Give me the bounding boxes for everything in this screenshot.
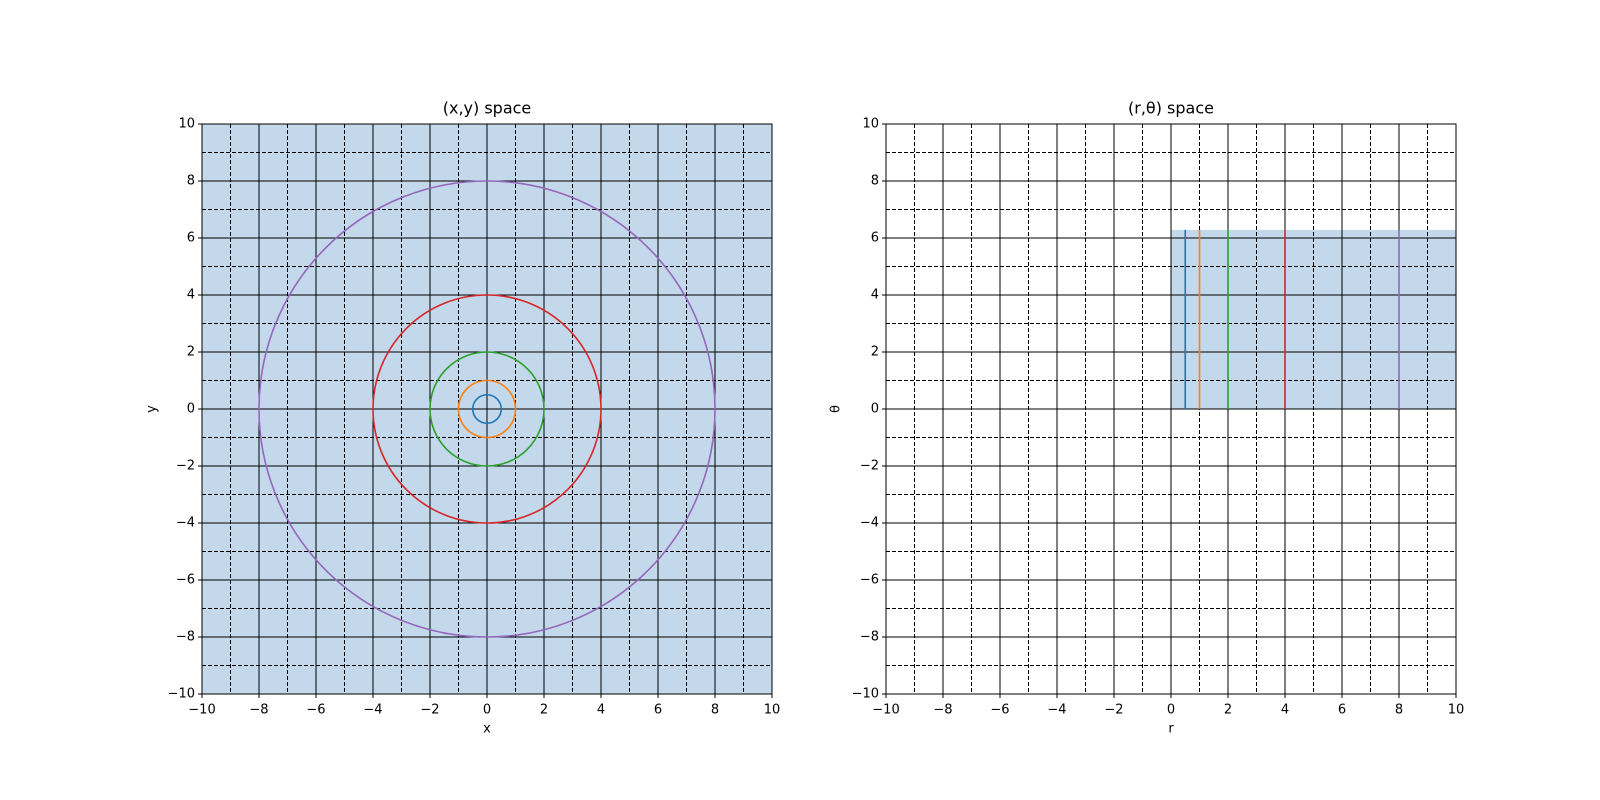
y-tick-label: −6 — [860, 573, 879, 588]
y-tick-label: −6 — [176, 573, 195, 588]
y-tick-label: −8 — [860, 630, 879, 645]
y-tick-label: 8 — [187, 174, 195, 189]
x-tick-label: −10 — [188, 703, 215, 718]
x-tick-label: 6 — [1338, 703, 1346, 718]
y-tick-label: 4 — [871, 288, 879, 303]
y-tick-label: −2 — [176, 459, 195, 474]
circle — [471, 393, 503, 425]
y-tick-label: −10 — [168, 687, 195, 702]
y-tick-label: 10 — [178, 117, 195, 132]
x-tick-label: 0 — [1167, 703, 1175, 718]
x-tick-label: 8 — [1395, 703, 1403, 718]
y-tick-label: −4 — [860, 516, 879, 531]
x-tick-label: −8 — [933, 703, 952, 718]
x-tick-label: 4 — [1281, 703, 1289, 718]
x-tick-label: −8 — [249, 703, 268, 718]
axes-frame — [885, 123, 1457, 695]
x-tick-label: −6 — [306, 703, 325, 718]
y-tick-label: −10 — [852, 687, 879, 702]
y-tick-label: 4 — [187, 288, 195, 303]
chart-title: (r,θ) space — [1128, 99, 1214, 118]
x-tick-label: −2 — [420, 703, 439, 718]
circle — [258, 180, 716, 638]
y-tick-label: 0 — [871, 402, 879, 417]
y-tick-label: 8 — [871, 174, 879, 189]
x-tick-label: 10 — [1448, 703, 1465, 718]
x-tick-label: 8 — [711, 703, 719, 718]
circle — [429, 351, 545, 467]
x-tick-label: 2 — [1224, 703, 1232, 718]
y-axis-label: θ — [829, 405, 844, 413]
x-tick-label: −2 — [1104, 703, 1123, 718]
x-tick-label: −6 — [990, 703, 1009, 718]
y-tick-label: 10 — [862, 117, 879, 132]
chart-title: (x,y) space — [443, 99, 532, 118]
x-tick-label: −4 — [1047, 703, 1066, 718]
x-tick-label: 4 — [597, 703, 605, 718]
x-tick-label: 6 — [654, 703, 662, 718]
x-tick-label: −4 — [363, 703, 382, 718]
y-tick-label: 6 — [871, 231, 879, 246]
x-tick-label: 0 — [483, 703, 491, 718]
x-tick-label: −10 — [872, 703, 899, 718]
y-tick-label: 6 — [187, 231, 195, 246]
axes-frame — [201, 123, 773, 695]
x-tick-label: 10 — [764, 703, 781, 718]
y-tick-label: 2 — [871, 345, 879, 360]
y-tick-label: −2 — [860, 459, 879, 474]
x-axis-label: x — [483, 722, 491, 737]
circle — [457, 379, 517, 439]
y-tick-label: −4 — [176, 516, 195, 531]
y-axis-label: y — [145, 405, 160, 413]
y-tick-label: 2 — [187, 345, 195, 360]
y-tick-label: 0 — [187, 402, 195, 417]
x-tick-label: 2 — [540, 703, 548, 718]
y-tick-label: −8 — [176, 630, 195, 645]
circle — [372, 294, 602, 524]
x-axis-label: r — [1168, 722, 1174, 737]
